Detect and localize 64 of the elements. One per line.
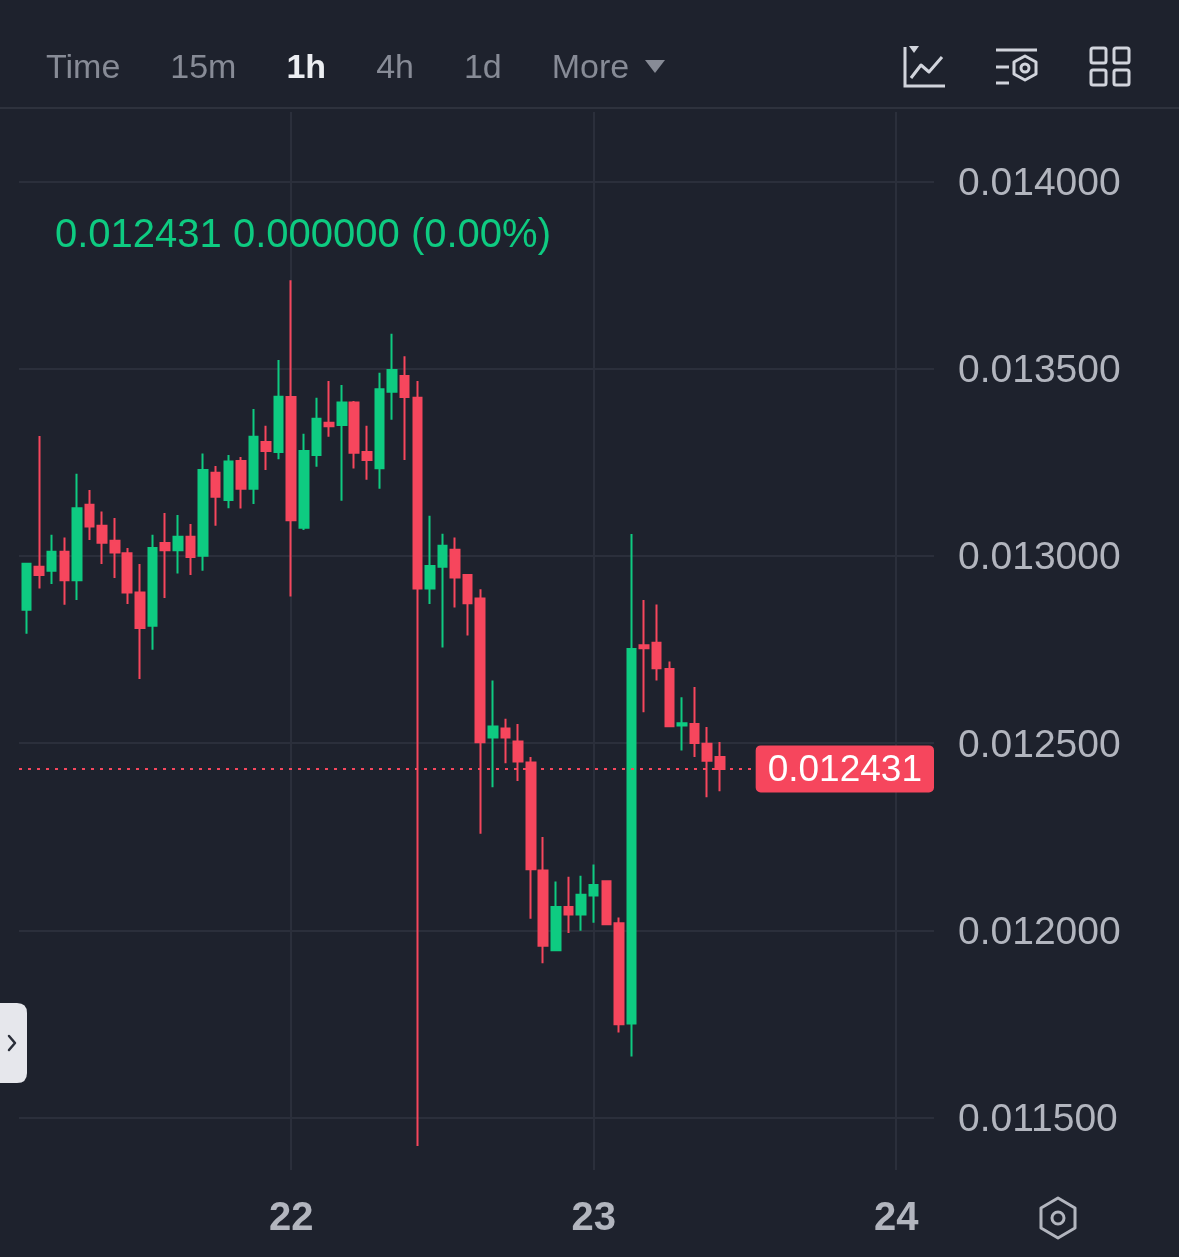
candlestick <box>298 432 310 531</box>
text: More <box>551 46 630 87</box>
candlestick <box>235 455 247 510</box>
candlestick <box>588 863 599 924</box>
candlestick <box>336 384 348 502</box>
y-tick-label: 0.014000 <box>958 159 1121 203</box>
candlestick <box>563 875 574 934</box>
candlestick <box>575 874 587 932</box>
candlestick <box>689 685 700 758</box>
text: Time <box>46 46 121 87</box>
candlestick <box>59 536 70 606</box>
candlestick <box>311 396 322 468</box>
candlestick <box>500 717 511 765</box>
candlestick <box>374 371 385 490</box>
candlestick <box>33 434 45 590</box>
candlestick <box>134 563 146 681</box>
candlestick <box>46 533 57 585</box>
candlestick <box>601 879 612 926</box>
candlestick <box>613 916 625 1034</box>
ref-line-label: 0.012431 <box>767 748 922 790</box>
candlestick <box>159 512 171 600</box>
y-tick-label: 0.012000 <box>958 908 1121 952</box>
candlestick <box>386 332 398 421</box>
candlestick <box>197 452 209 572</box>
candlestick <box>676 696 688 752</box>
candlestick <box>210 464 221 527</box>
candlestick <box>96 510 108 566</box>
candlestick <box>424 514 436 606</box>
candlestick <box>147 533 158 651</box>
text: 15m <box>170 46 237 87</box>
candlestick <box>399 355 410 461</box>
text: 1h <box>286 46 327 87</box>
candlestick <box>626 533 637 1058</box>
candlestick <box>260 424 272 472</box>
y-tick-label: 0.013000 <box>958 534 1121 578</box>
x-tick-label: 23 <box>571 1194 616 1238</box>
candlestick <box>462 573 473 637</box>
candlestick <box>664 660 675 728</box>
y-tick-label: 0.012500 <box>958 721 1121 765</box>
x-tick-label: 22 <box>268 1194 314 1238</box>
candlestick <box>172 513 184 575</box>
x-tick-label: 24 <box>873 1194 920 1238</box>
text: 0.012431 0.000000 (0.00%) <box>55 211 551 255</box>
candlestick <box>651 603 662 682</box>
y-tick-label: 0.013500 <box>958 347 1121 391</box>
candlestick <box>273 358 284 461</box>
candlestick <box>638 598 650 714</box>
candlestick <box>323 379 335 438</box>
candlestick <box>361 424 373 481</box>
candlestick <box>449 536 461 609</box>
candlestick <box>21 562 32 635</box>
y-tick-label: 0.011500 <box>958 1096 1118 1140</box>
candlestick <box>71 472 83 601</box>
candlestick <box>248 407 259 506</box>
candlestick <box>487 679 499 789</box>
candlestick <box>84 488 95 542</box>
candlestick <box>437 532 448 649</box>
candlestick <box>285 279 297 598</box>
candlestick <box>550 880 562 952</box>
candlestick <box>223 454 234 510</box>
candlestick <box>185 522 196 576</box>
text: 1d <box>463 46 502 87</box>
candlestick <box>348 400 360 470</box>
text: 4h <box>376 46 414 87</box>
